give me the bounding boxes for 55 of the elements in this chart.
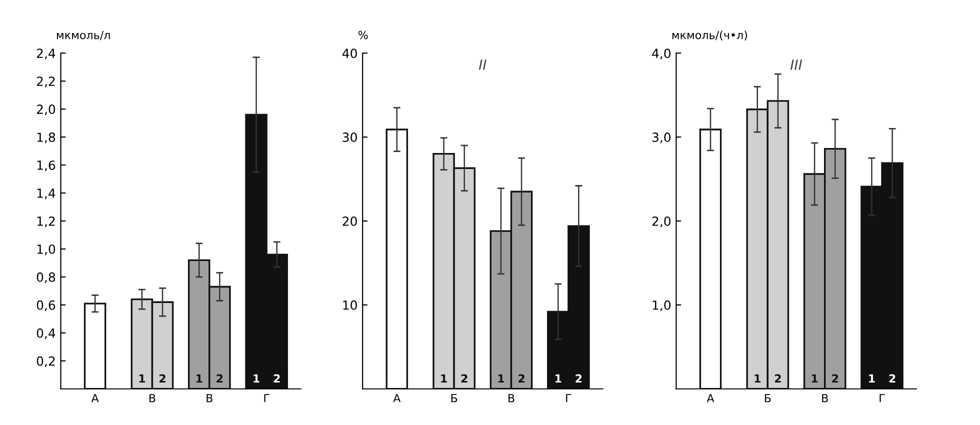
text: 1 [869,374,875,383]
x-tick-label: В [150,394,156,402]
y-tick-label: 3,0 [652,132,671,144]
chart-title: II [478,60,486,70]
y-tick-label: 0,8 [36,272,56,284]
y-tick-label: 0,2 [36,356,55,368]
series-label: 2 [461,374,468,383]
x-tick-label: Г [880,394,885,402]
y-tick-label: 10 [343,300,357,310]
y-tick-label: 2,2 [36,76,55,88]
y-tick-label: 40 [342,48,357,58]
y-tick-label: 1,4 [37,188,56,200]
series-label: 2 [774,374,781,383]
y-tick-label: 0,4 [36,328,56,340]
text: 2 [216,374,223,383]
text: 2 [889,374,896,383]
series-label: 2 [160,374,166,383]
x-tick-label: В [206,394,212,402]
x-tick-label: А [91,394,99,402]
x-tick-label: В [822,394,828,402]
x-tick-label: Б [451,394,458,402]
text: 1 [556,374,562,383]
y-tick-label: 2,0 [36,104,56,116]
text: 2 [576,374,582,383]
y-axis-title: % [358,30,368,40]
y-tick-label: 20 [342,216,357,226]
x-tick-label: А [706,394,714,402]
y-axis-title: мкмоль/л [56,30,110,40]
y-tick-label: 1,6 [37,160,56,172]
x-tick-label: А [393,394,401,402]
text: 2 [832,374,838,383]
series-label: 1 [139,374,146,383]
x-tick-label: Б [764,394,771,402]
x-tick-label: Г [264,394,270,402]
text: 1 [254,374,260,383]
x-tick-label: Г [566,394,572,402]
y-tick-label: 1,2 [37,216,55,228]
text: 1 [812,374,818,383]
series-label: 1 [754,374,760,383]
text: 1 [498,374,504,383]
y-tick-label: 1,8 [37,132,56,144]
y-axis-title: мкмоль/(ч•л) [672,30,747,41]
x-tick-label: В [508,394,514,402]
y-tick-label: 0,6 [36,300,56,312]
text: 2 [518,374,524,383]
series-label: 1 [441,374,447,383]
y-tick-label: 1,0 [37,244,56,256]
text: 1 [196,374,202,383]
y-tick-label: 4,0 [652,48,671,60]
chart-title: III [790,60,802,70]
y-tick-label: 30 [342,132,357,142]
y-tick-label: 1,0 [652,300,671,312]
y-tick-label: 2,0 [652,216,671,228]
text: 2 [274,374,280,383]
y-tick-label: 2,4 [36,48,56,60]
